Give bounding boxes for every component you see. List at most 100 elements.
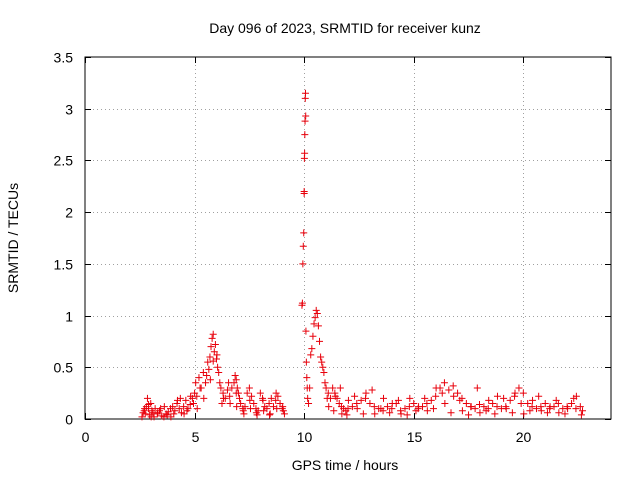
data-point [217,384,225,392]
data-point [167,413,175,421]
data-point [320,368,328,376]
data-point [226,399,234,407]
data-point [298,299,306,307]
data-point [572,392,580,400]
data-point [173,396,181,404]
data-point [394,396,402,404]
data-point [218,399,226,407]
data-point [318,358,326,366]
data-point [330,407,338,415]
data-point [415,403,423,411]
data-point [239,407,247,415]
data-point [427,396,435,404]
data-point [311,314,319,322]
data-point [462,399,470,407]
data-point [576,403,584,411]
data-point [256,389,264,397]
data-point [403,411,411,419]
data-point [206,353,214,361]
data-point [241,403,249,411]
data-point [301,89,309,97]
data-point [215,368,223,376]
data-point [183,407,191,415]
data-point [438,389,446,397]
data-point [366,399,374,407]
data-point [216,379,224,387]
data-point [537,407,545,415]
data-point [205,365,213,373]
data-point [511,389,519,397]
data-point [561,410,569,418]
data-point [362,389,370,397]
data-point [138,413,146,421]
data-point [206,376,214,384]
data-point [489,399,497,407]
y-tick-label: 2 [65,205,73,221]
data-point [316,337,324,345]
data-point [299,242,307,250]
data-point [471,405,479,413]
data-point [192,379,200,387]
data-point [423,407,431,415]
data-point [410,399,418,407]
data-point [321,379,329,387]
data-point [250,399,258,407]
data-point [491,410,499,418]
data-point [246,405,254,413]
data-point [169,403,177,411]
data-point [223,386,231,394]
data-point [207,343,215,351]
data-point [568,399,576,407]
x-tick-label: 15 [407,429,423,445]
data-point [302,327,310,335]
axis-ticks [85,57,611,420]
data-point [564,405,572,413]
data-point [305,399,313,407]
data-point [301,117,309,125]
x-tick-label: 10 [297,429,313,445]
data-point [344,396,352,404]
data-point [266,410,274,418]
data-point [572,405,580,413]
data-point [429,405,437,413]
data-point [519,389,527,397]
y-tick-label: 1 [65,309,73,325]
data-point [493,403,501,411]
data-point [304,394,312,402]
data-point [552,396,560,404]
data-point [233,384,241,392]
data-point [412,407,420,415]
data-point [577,411,585,419]
data-point [233,403,241,411]
data-point [279,403,287,411]
data-point [386,409,394,417]
data-point [267,394,275,402]
data-point [329,384,337,392]
data-point [423,399,431,407]
data-point [204,358,212,366]
data-point [546,403,554,411]
data-point [397,410,405,418]
data-point [502,405,510,413]
data-point [226,392,234,400]
data-point [440,379,448,387]
data-point [245,384,253,392]
data-point [193,392,201,400]
data-point [485,396,493,404]
data-point [272,396,280,404]
data-point [280,410,288,418]
data-point [325,403,333,411]
data-point [143,394,151,402]
data-point [312,306,320,314]
data-point [432,392,440,400]
y-axis-label: SRMTID / TECUs [5,183,21,293]
data-point [313,310,321,318]
data-point [300,229,308,237]
data-point [338,410,346,418]
data-point [520,410,528,418]
data-point [357,396,365,404]
data-point [370,403,378,411]
data-point [302,112,310,120]
data-point [380,394,388,402]
